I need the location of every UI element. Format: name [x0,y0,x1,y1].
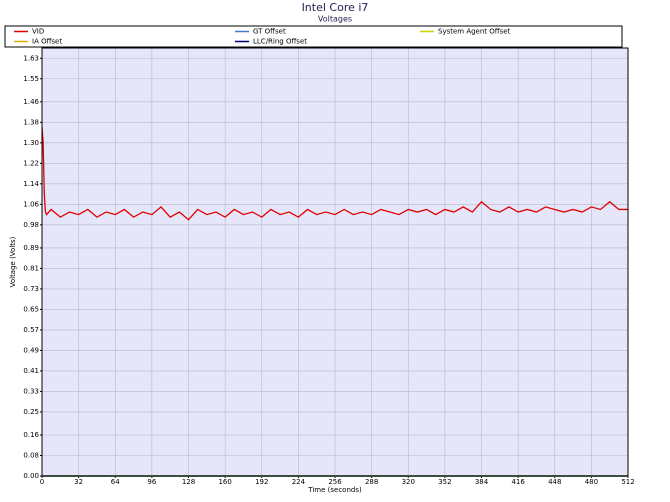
x-tick-label: 160 [218,478,231,486]
y-tick-label: 0.25 [23,408,39,416]
y-axis-label: Voltage (Volts) [9,236,17,287]
y-tick-label: 0.08 [23,451,39,459]
legend-label: LLC/Ring Offset [253,38,307,46]
x-tick-label: 288 [365,478,378,486]
x-tick-label: 384 [475,478,489,486]
y-tick-label: 1.63 [23,54,39,62]
y-tick-label: 1.14 [23,180,39,188]
x-tick-label: 352 [438,478,451,486]
x-axis-label: Time (seconds) [307,486,362,494]
y-tick-label: 0.49 [23,346,39,354]
x-tick-label: 64 [111,478,120,486]
y-tick-label: 0.16 [23,431,39,439]
legend-label: VID [32,28,44,36]
x-tick-label: 320 [402,478,415,486]
chart-subtitle: Voltages [318,15,352,24]
x-tick-label: 256 [328,478,342,486]
y-tick-label: 0.98 [23,221,39,229]
x-tick-label: 32 [74,478,83,486]
y-tick-label: 1.22 [23,159,39,167]
x-tick-label: 224 [292,478,306,486]
y-tick-label: 0.81 [23,264,39,272]
x-tick-label: 480 [585,478,598,486]
y-tick-label: 1.46 [23,98,39,106]
x-tick-label: 512 [621,478,634,486]
x-tick-label: 96 [147,478,156,486]
y-tick-label: 0.65 [23,305,39,313]
x-tick-label: 0 [40,478,44,486]
x-tick-label: 416 [511,478,525,486]
chart-title: Intel Core i7 [302,1,369,14]
y-tick-label: 0.89 [23,244,39,252]
legend-label: System Agent Offset [438,28,511,36]
y-tick-label: 0.73 [23,285,39,293]
x-tick-label: 128 [182,478,195,486]
x-tick-label: 448 [548,478,561,486]
legend-label: IA Offset [32,38,62,46]
y-tick-label: 0.33 [23,387,39,395]
x-tick-label: 192 [255,478,268,486]
y-tick-label: 1.55 [23,75,39,83]
y-tick-label: 0.57 [23,326,39,334]
y-tick-label: 0.00 [23,472,39,480]
legend-box [4,25,623,48]
series-line [41,127,628,221]
y-tick-label: 1.38 [23,118,39,126]
plot-border [41,47,629,477]
legend-label: GT Offset [253,28,286,36]
y-tick-label: 1.06 [23,200,39,208]
y-tick-label: 1.30 [23,139,39,147]
y-tick-label: 0.41 [23,367,39,375]
